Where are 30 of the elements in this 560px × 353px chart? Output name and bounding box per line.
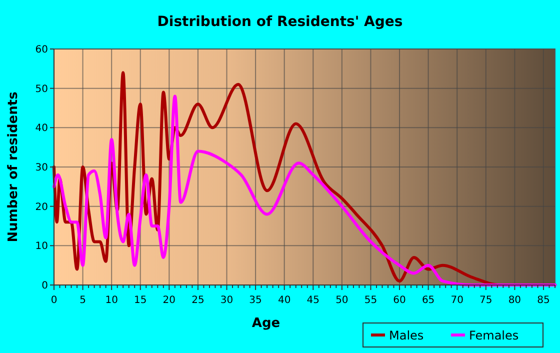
legend-label: Males [389, 328, 424, 342]
y-tick-label: 30 [35, 162, 48, 174]
x-tick-label: 30 [220, 295, 234, 306]
y-tick-label: 20 [35, 202, 48, 213]
x-tick-label: 70 [450, 295, 464, 306]
x-tick-label: 45 [306, 295, 320, 306]
y-tick-label: 50 [35, 84, 48, 95]
x-tick-label: 60 [393, 295, 406, 306]
x-tick-label: 50 [336, 295, 348, 306]
y-tick-label: 10 [35, 241, 48, 252]
y-tick-label: 60 [35, 44, 48, 56]
y-axis-title: Number of residents [6, 91, 21, 242]
x-tick-label: 85 [537, 295, 550, 306]
y-tick-label: 40 [35, 123, 48, 134]
x-tick-label: 15 [134, 295, 147, 306]
chart-title: Distribution of Residents' Ages [157, 14, 403, 30]
x-tick-label: 65 [422, 295, 435, 306]
x-tick-label: 40 [278, 295, 291, 306]
x-tick-label: 25 [192, 295, 204, 306]
y-tick-label: 0 [42, 280, 48, 292]
x-tick-label: 5 [80, 295, 86, 306]
x-tick-label: 10 [105, 295, 118, 306]
x-tick-label: 0 [50, 295, 58, 306]
x-tick-label: 35 [249, 295, 262, 306]
x-tick-label: 75 [480, 295, 492, 306]
x-tick-label: 80 [508, 295, 522, 306]
x-tick-label: 55 [364, 295, 378, 306]
x-tick-label: 20 [162, 295, 176, 306]
legend-label: Females [469, 328, 519, 342]
x-axis-title: Age [252, 316, 280, 331]
